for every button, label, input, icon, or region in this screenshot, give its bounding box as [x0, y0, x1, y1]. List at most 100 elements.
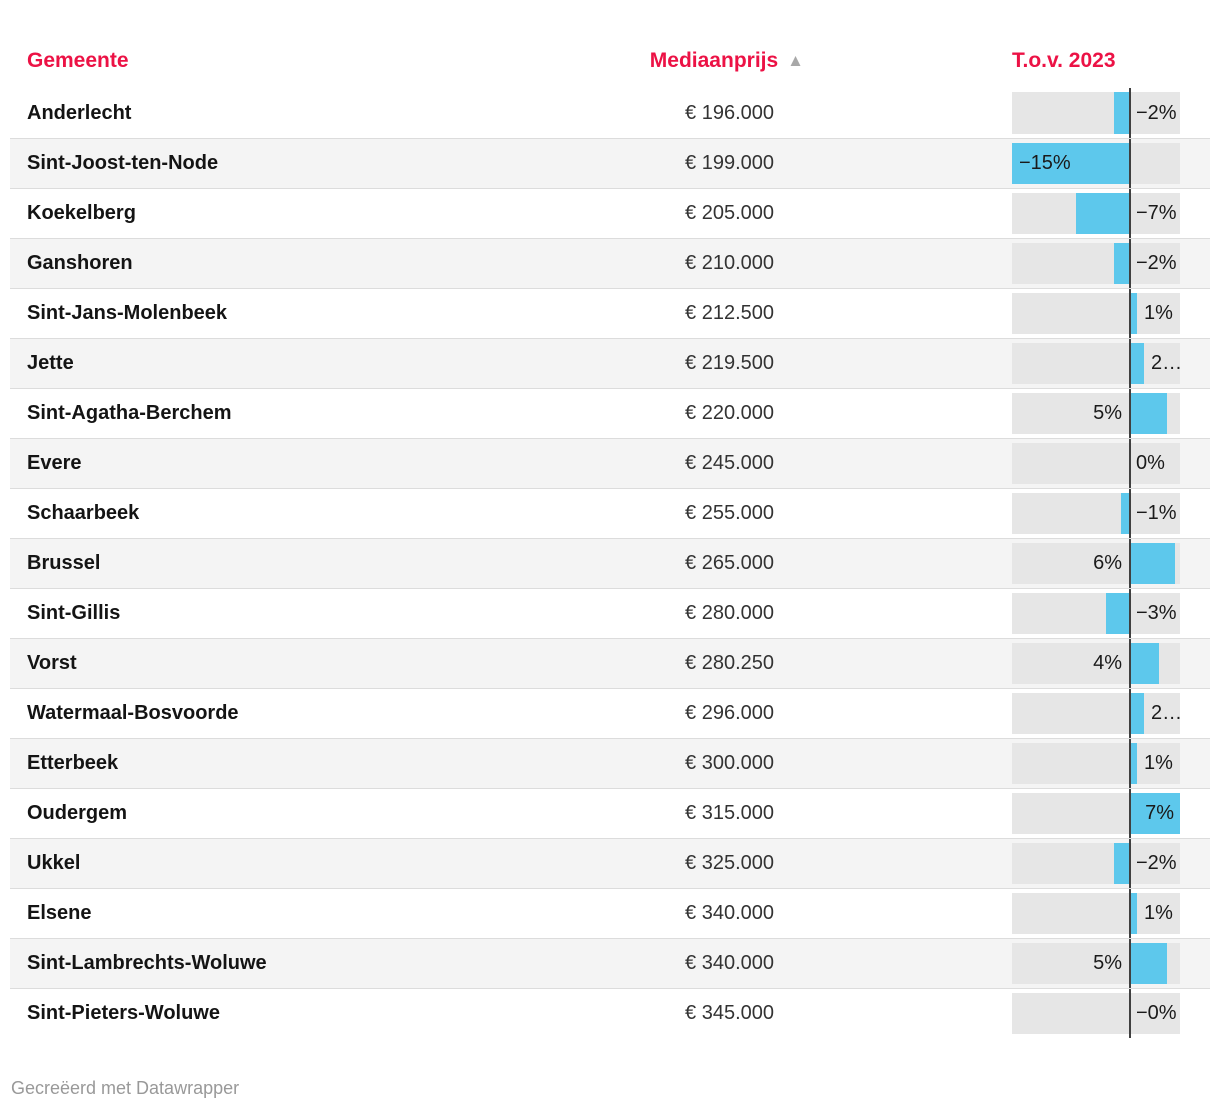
table-row: Koekelberg € 205.000 −7%: [10, 188, 1210, 238]
change-label: 5%: [1093, 402, 1122, 424]
gemeente-cell: Etterbeek: [27, 752, 119, 774]
mediaanprijs-cell: € 340.000: [685, 952, 774, 974]
mediaanprijs-cell: € 340.000: [685, 902, 774, 924]
zero-axis-line: [1129, 189, 1131, 238]
bar-track: [1012, 693, 1180, 734]
table-row: Jette € 219.500 2…: [10, 338, 1210, 388]
zero-axis-line: [1129, 539, 1131, 588]
zero-axis-line: [1129, 389, 1131, 438]
zero-axis-line: [1129, 989, 1131, 1038]
change-bar-cell: 5%: [1012, 939, 1180, 988]
zero-axis-line: [1129, 589, 1131, 638]
gemeente-cell: Sint-Agatha-Berchem: [27, 402, 232, 424]
gemeente-cell: Schaarbeek: [27, 502, 140, 524]
footer: Gecreëerd met Datawrapper: [10, 1076, 1210, 1100]
mediaanprijs-cell: € 315.000: [685, 802, 774, 824]
gemeente-cell: Elsene: [27, 902, 92, 924]
change-bar: [1114, 843, 1129, 884]
zero-axis-line: [1129, 689, 1131, 738]
change-bar-cell: 7%: [1012, 789, 1180, 838]
bar-track: [1012, 92, 1180, 134]
change-label: 7%: [1145, 802, 1174, 824]
change-label: −1%: [1136, 502, 1177, 524]
change-bar-cell: 2…: [1012, 689, 1182, 738]
gemeente-cell: Sint-Pieters-Woluwe: [27, 1002, 220, 1024]
change-bar: [1121, 493, 1129, 534]
change-bar-cell: 1%: [1012, 889, 1180, 938]
change-label: 1%: [1144, 752, 1173, 774]
change-bar: [1129, 893, 1137, 934]
change-bar: [1076, 193, 1129, 234]
table-row: Ganshoren € 210.000 −2%: [10, 238, 1210, 288]
table-header: Gemeente Mediaanprijs ▲ T.o.v. 2023: [10, 34, 1210, 88]
mediaanprijs-cell: € 220.000: [685, 402, 774, 424]
table-row: Oudergem € 315.000 7%: [10, 788, 1210, 838]
mediaanprijs-cell: € 196.000: [685, 101, 774, 124]
bar-track: [1012, 443, 1180, 484]
change-bar-cell: −0%: [1012, 989, 1180, 1038]
change-label: 5%: [1093, 952, 1122, 974]
change-bar: [1129, 393, 1167, 434]
change-bar: [1129, 693, 1144, 734]
gemeente-cell: Sint-Joost-ten-Node: [27, 152, 219, 174]
change-label: −2%: [1136, 252, 1177, 274]
gemeente-cell: Ukkel: [27, 852, 81, 874]
change-bar: [1012, 143, 1129, 184]
gemeente-cell: Ganshoren: [27, 252, 133, 274]
bar-track: [1012, 293, 1180, 334]
gemeente-cell: Sint-Jans-Molenbeek: [27, 302, 228, 324]
mediaanprijs-cell: € 296.000: [685, 702, 774, 724]
datawrapper-credit-link[interactable]: Gecreëerd met Datawrapper: [11, 1078, 240, 1098]
table-body: Anderlecht € 196.000 −2% Sint-Joost-ten-…: [10, 88, 1210, 1038]
change-bar-cell: 5%: [1012, 389, 1180, 438]
sort-ascending-icon[interactable]: ▲: [787, 51, 804, 70]
change-label: −3%: [1136, 602, 1177, 624]
table-row: Sint-Agatha-Berchem € 220.000 5%: [10, 388, 1210, 438]
change-label: 1%: [1144, 902, 1173, 924]
change-bar: [1129, 943, 1167, 984]
column-header-tov-2023[interactable]: T.o.v. 2023: [1012, 49, 1116, 72]
zero-axis-line: [1129, 339, 1131, 388]
table-row: Anderlecht € 196.000 −2%: [10, 88, 1210, 138]
table-row: Sint-Pieters-Woluwe € 345.000 −0%: [10, 988, 1210, 1038]
bar-track: [1012, 593, 1180, 634]
change-bar-cell: 1%: [1012, 289, 1180, 338]
change-label: 4%: [1093, 652, 1122, 674]
change-label: −2%: [1136, 852, 1177, 874]
change-bar: [1114, 92, 1129, 134]
change-bar-cell: −7%: [1012, 189, 1180, 238]
change-bar-cell: −2%: [1012, 239, 1180, 288]
zero-axis-line: [1129, 489, 1131, 538]
zero-axis-line: [1129, 239, 1131, 288]
mediaanprijs-cell: € 210.000: [685, 252, 774, 274]
gemeente-cell: Jette: [27, 352, 74, 374]
gemeente-cell: Anderlecht: [27, 101, 132, 124]
table-row: Ukkel € 325.000 −2%: [10, 838, 1210, 888]
mediaanprijs-cell: € 280.000: [685, 602, 774, 624]
change-bar: [1106, 593, 1129, 634]
table-row: Brussel € 265.000 6%: [10, 538, 1210, 588]
zero-axis-line: [1129, 439, 1131, 488]
mediaanprijs-cell: € 265.000: [685, 552, 774, 574]
column-header-mediaanprijs-label[interactable]: Mediaanprijs: [649, 49, 779, 72]
change-label: 0%: [1136, 452, 1165, 474]
bar-track: [1012, 243, 1180, 284]
table-row: Elsene € 340.000 1%: [10, 888, 1210, 938]
change-label: −2%: [1136, 101, 1177, 124]
column-header-gemeente[interactable]: Gemeente: [27, 49, 129, 72]
column-header-mediaanprijs[interactable]: Mediaanprijs ▲: [414, 49, 804, 73]
table-row: Evere € 245.000 0%: [10, 438, 1210, 488]
zero-axis-line: [1129, 639, 1131, 688]
change-bar-cell: 0%: [1012, 439, 1180, 488]
table-chart: Gemeente Mediaanprijs ▲ T.o.v. 2023 Ander…: [10, 0, 1210, 1100]
table-row: Etterbeek € 300.000 1%: [10, 738, 1210, 788]
mediaanprijs-cell: € 212.500: [685, 302, 774, 324]
change-label: 1%: [1144, 302, 1173, 324]
change-bar: [1129, 543, 1175, 584]
change-bar: [1129, 793, 1180, 834]
change-bar: [1129, 343, 1144, 384]
change-label: 6%: [1093, 552, 1122, 574]
bar-track: [1012, 493, 1180, 534]
change-label: −7%: [1136, 202, 1177, 224]
bar-track: [1012, 343, 1180, 384]
